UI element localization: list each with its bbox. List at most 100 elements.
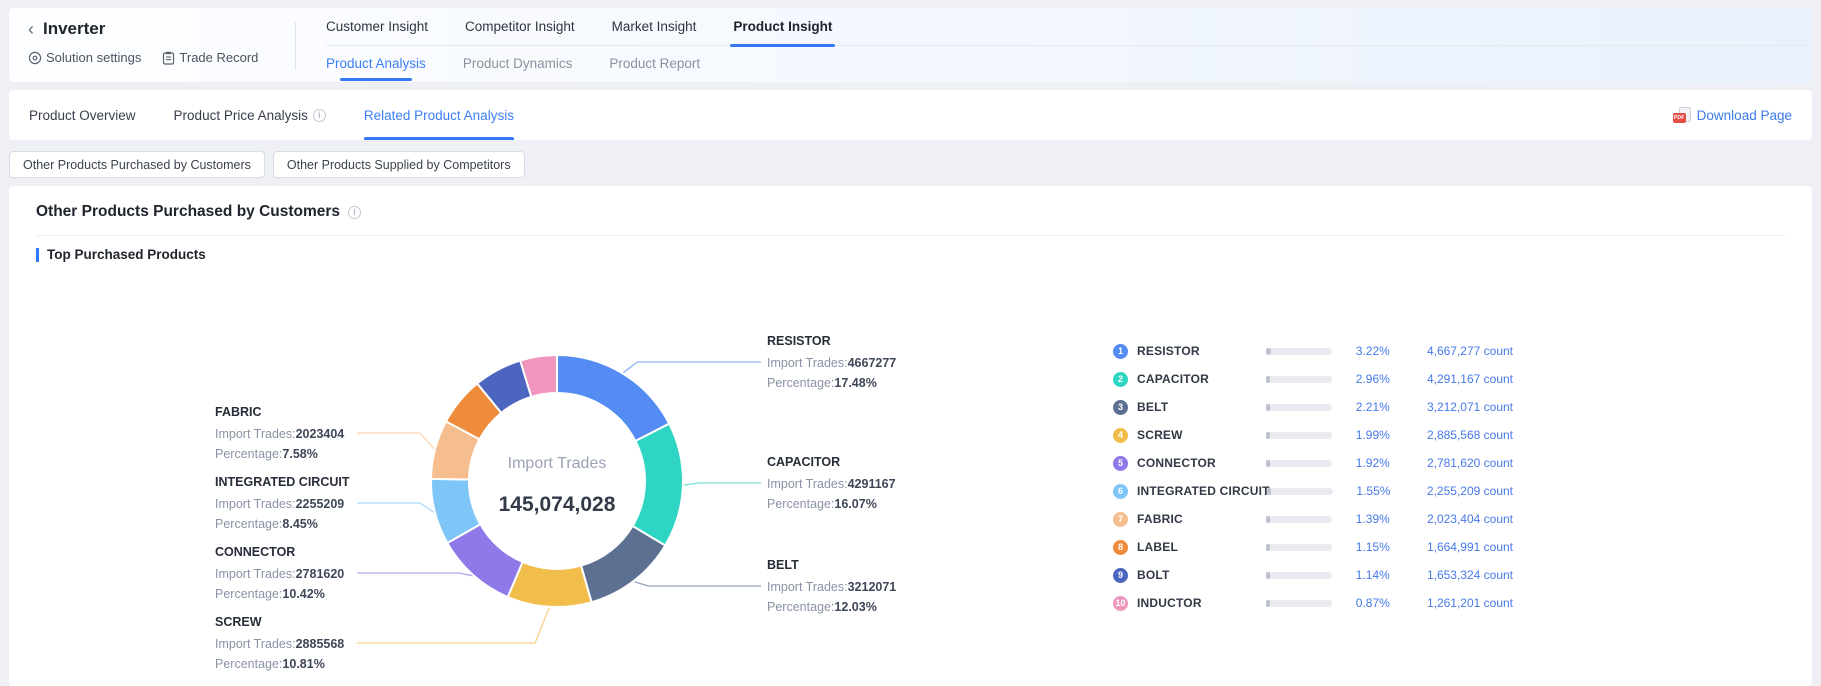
rank-badge: 5 [1113,456,1128,471]
legend-count: 2,885,568 count [1400,428,1513,442]
legend-product-name: INDUCTOR [1137,596,1266,610]
legend-percentage: 1.39% [1344,512,1390,526]
tab-product-price-analysis[interactable]: Product Price Analysis i [174,90,326,140]
active-subtab-underline [340,78,412,81]
legend-row-fabric[interactable]: 7 FABRIC 1.39% 2,023,404 count [1113,509,1513,529]
legend-count: 2,255,209 count [1400,484,1513,498]
chart-callout-capacitor: CAPACITORImport Trades:4291167Percentage… [767,454,917,514]
rank-badge: 1 [1113,344,1128,359]
filter-purchased-by-customers[interactable]: Other Products Purchased by Customers [9,151,265,178]
legend-progress-bar [1266,376,1332,383]
callout-leader-line [684,483,761,485]
tab-customer-insight[interactable]: Customer Insight [326,8,428,45]
download-page-button[interactable]: PDF Download Page [1673,90,1792,140]
legend-row-bolt[interactable]: 9BOLT1.14%1,653,324 count [1113,565,1513,585]
legend-percentage: 1.99% [1344,428,1390,442]
donut-center-label: Import Trades 145,074,028 [447,454,667,517]
legend-row-belt[interactable]: 3BELT2.21%3,212,071 count [1113,397,1513,417]
page-title: Inverter [43,19,105,39]
rank-badge: 7 [1113,512,1128,527]
chart-callout-integrated-circuit: INTEGRATED CIRCUITImport Trades:2255209P… [215,474,365,534]
legend-count: 4,667,277 count [1400,344,1513,358]
callout-title: CONNECTOR [215,544,365,561]
rank-badge: 9 [1113,568,1128,583]
tab-competitor-insight[interactable]: Competitor Insight [465,8,575,45]
page-header: ‹ Inverter Solution settings Trade Recor… [9,8,1812,82]
legend-count: 2,023,404 count [1400,512,1513,526]
legend-percentage: 1.15% [1344,540,1390,554]
callout-leader-line [357,433,434,449]
solution-settings-button[interactable]: Solution settings [28,50,141,65]
legend-percentage: 2.21% [1344,400,1390,414]
legend-product-name: BELT [1137,400,1266,414]
legend-product-name: CONNECTOR [1137,456,1266,470]
legend-count: 2,781,620 count [1400,456,1513,470]
callout-title: RESISTOR [767,333,917,350]
legend-count: 1,261,201 count [1400,596,1513,610]
rank-badge: 6 [1113,484,1128,499]
chart-callout-fabric: FABRICImport Trades:2023404Percentage:7.… [215,404,365,464]
legend-product-name: INTEGRATED CIRCUIT [1137,484,1267,498]
callout-leader-line [357,608,549,643]
main-panel: Other Products Purchased by Customers i … [9,186,1812,686]
callout-title: INTEGRATED CIRCUIT [215,474,365,491]
legend-progress-bar [1266,404,1332,411]
legend-percentage: 0.87% [1344,596,1390,610]
related-analysis-switcher: Other Products Purchased by Customers Ot… [9,151,1812,178]
chart-legend: 1RESISTOR3.22%4,667,277 count2CAPACITOR2… [1113,341,1513,621]
legend-product-name: LABEL [1137,540,1266,554]
legend-percentage: 2.96% [1344,372,1390,386]
legend-percentage: 1.55% [1345,484,1390,498]
legend-progress-bar [1266,348,1332,355]
back-icon[interactable]: ‹ [28,20,34,38]
chart-callout-resistor: RESISTORImport Trades:4667277Percentage:… [767,333,917,393]
donut-segment-resistor[interactable] [557,355,669,441]
tab-related-product-analysis[interactable]: Related Product Analysis [364,90,514,140]
legend-progress-bar [1266,460,1332,467]
legend-row-inductor[interactable]: 10 INDUCTOR 0.87% 1,261,201 count [1113,593,1513,613]
callout-leader-line [634,582,761,586]
legend-row-capacitor[interactable]: 2CAPACITOR2.96%4,291,167 count [1113,369,1513,389]
legend-percentage: 1.92% [1344,456,1390,470]
tab-product-overview[interactable]: Product Overview [29,90,136,140]
subtab-product-report[interactable]: Product Report [609,46,700,81]
info-icon[interactable]: i [313,109,326,122]
rank-badge: 10 [1113,596,1128,611]
legend-product-name: SCREW [1137,428,1266,442]
legend-row-label[interactable]: 8LABEL1.15%1,664,991 count [1113,537,1513,557]
callout-title: CAPACITOR [767,454,917,471]
filter-supplied-by-competitors[interactable]: Other Products Supplied by Competitors [273,151,525,178]
legend-row-integrated-circuit[interactable]: 6 INTEGRATED CIRCUIT 1.55% 2,255,209 count [1113,481,1513,501]
callout-leader-line [357,503,434,512]
legend-count: 1,653,324 count [1400,568,1513,582]
legend-row-screw[interactable]: 4 SCREW 1.99% 2,885,568 count [1113,425,1513,445]
legend-count: 4,291,167 count [1400,372,1513,386]
rank-badge: 4 [1113,428,1128,443]
donut-segment-belt[interactable] [581,526,665,602]
subtab-product-analysis[interactable]: Product Analysis [326,46,426,81]
legend-progress-bar [1266,572,1332,579]
legend-percentage: 3.22% [1344,344,1390,358]
tab-product-insight[interactable]: Product Insight [733,8,832,45]
legend-row-resistor[interactable]: 1 RESISTOR 3.22% 4,667,277 count [1113,341,1513,361]
legend-count: 3,212,071 count [1400,400,1513,414]
callout-title: FABRIC [215,404,365,421]
legend-progress-bar [1266,600,1332,607]
legend-percentage: 1.14% [1344,568,1390,582]
legend-row-connector[interactable]: 5 CONNECTOR 1.92% 2,781,620 count [1113,453,1513,473]
active-tab-underline [730,44,835,47]
subtab-product-dynamics[interactable]: Product Dynamics [463,46,573,81]
legend-product-name: CAPACITOR [1137,372,1266,386]
callout-title: SCREW [215,614,365,631]
tab-market-insight[interactable]: Market Insight [612,8,697,45]
toolbar-spacer [552,90,1673,140]
legend-product-name: RESISTOR [1137,344,1266,358]
settings-target-icon [28,51,42,65]
chart-callout-connector: CONNECTORImport Trades:2781620Percentage… [215,544,365,604]
legend-progress-bar [1266,544,1332,551]
chart-callout-screw: SCREWImport Trades:2885568Percentage:10.… [215,614,365,674]
trade-record-button[interactable]: Trade Record [162,50,258,65]
chart-callout-belt: BELTImport Trades:3212071Percentage:12.0… [767,557,917,617]
legend-product-name: FABRIC [1137,512,1266,526]
legend-progress-bar [1267,488,1333,495]
